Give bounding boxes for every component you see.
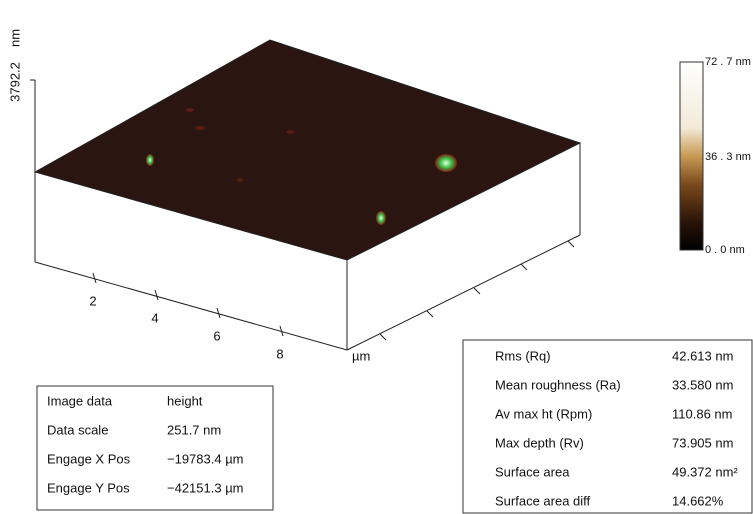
colorbar-label: 0 . 0 nm xyxy=(705,244,745,256)
roughness-value: 73.905 nm xyxy=(672,435,733,450)
particle xyxy=(376,211,386,225)
box-frame xyxy=(34,143,581,351)
roughness-key: Surface area xyxy=(495,464,570,479)
info-key: Engage Y Pos xyxy=(47,480,130,495)
roughness-key: Rms (Rq) xyxy=(495,348,551,363)
info-value: −19783.4 µm xyxy=(167,451,244,466)
x-tick-label: 6 xyxy=(213,328,220,343)
surface xyxy=(33,39,582,261)
z-max-label: 3792.2 xyxy=(7,62,22,102)
roughness-table xyxy=(462,339,753,514)
info-value: −42151.3 µm xyxy=(167,480,244,495)
roughness-key: Max depth (Rv) xyxy=(495,435,584,450)
roughness-value: 110.86 nm xyxy=(672,406,732,421)
speck xyxy=(286,130,294,134)
roughness-key: Mean roughness (Ra) xyxy=(495,377,621,392)
info-value: height xyxy=(167,393,203,408)
info-table xyxy=(36,385,274,511)
roughness-key: Av max ht (Rpm) xyxy=(495,406,592,421)
roughness-key: Surface area diff xyxy=(495,493,591,508)
info-value: 251.7 nm xyxy=(167,422,221,437)
x-tick-label: 2 xyxy=(89,293,96,308)
roughness-value: 33.580 nm xyxy=(672,377,733,392)
colorbar-label: 72 . 7 nm xyxy=(705,56,751,68)
info-key: Data scale xyxy=(47,422,108,437)
x-tick-label: 8 xyxy=(276,346,283,361)
roughness-value: 42.613 nm xyxy=(672,348,733,363)
speck xyxy=(237,178,243,182)
colorbar xyxy=(679,61,704,251)
info-key: Image data xyxy=(47,393,113,408)
particle xyxy=(146,154,154,166)
speck xyxy=(195,126,205,130)
x-unit: µm xyxy=(352,348,370,363)
colorbar-label: 36 . 3 nm xyxy=(705,151,751,163)
roughness-value: 49.372 nm² xyxy=(672,464,738,479)
roughness-value: 14.662% xyxy=(672,493,724,508)
speck xyxy=(186,108,194,112)
info-key: Engage X Pos xyxy=(47,451,131,466)
particle xyxy=(435,154,457,172)
x-tick-label: 4 xyxy=(151,310,158,325)
z-unit: nm xyxy=(7,29,22,47)
